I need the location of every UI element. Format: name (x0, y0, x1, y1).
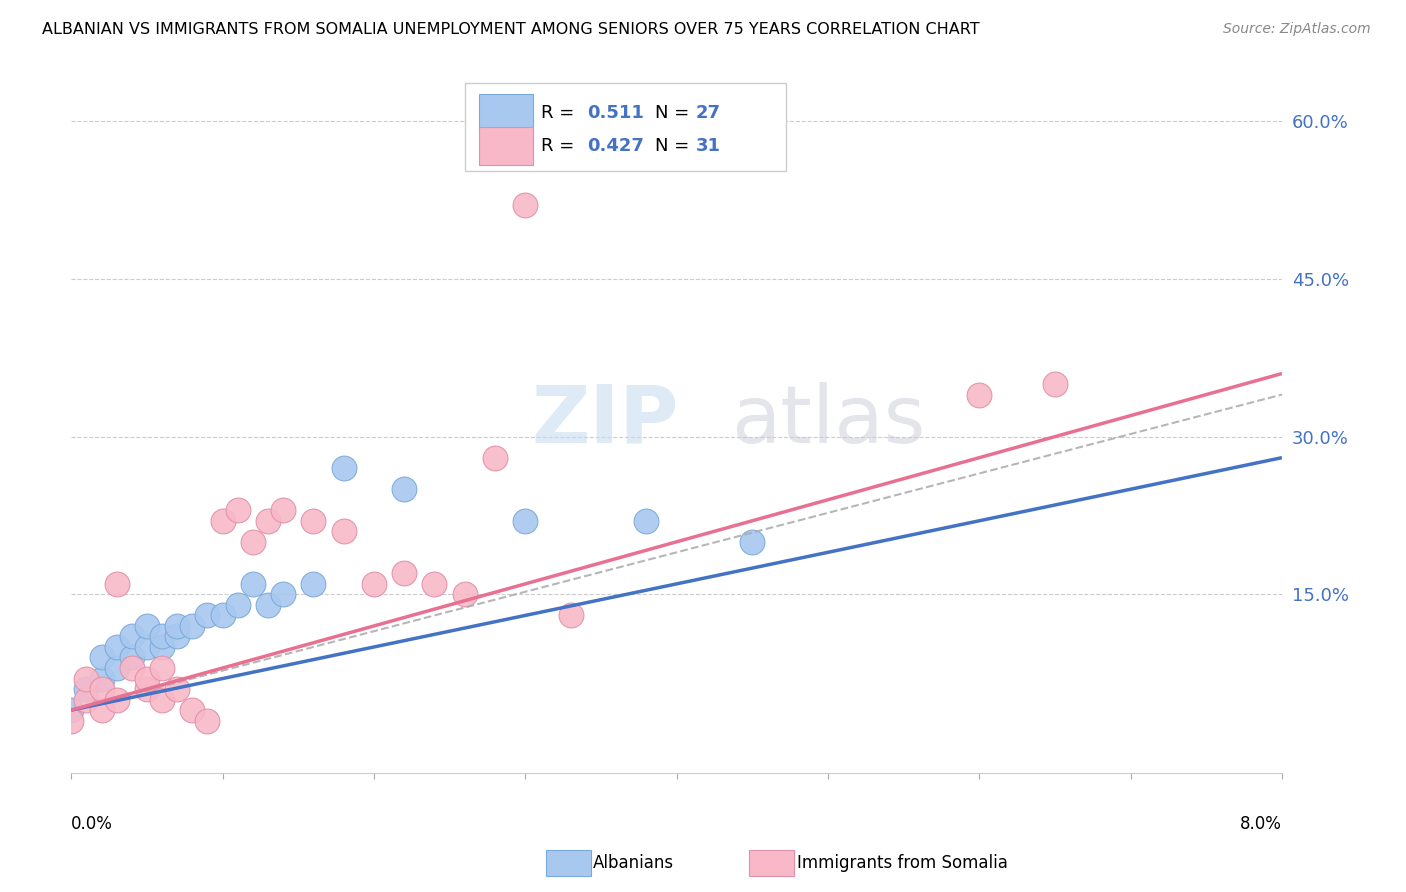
Point (60, 714, 83, 728)
Text: 0.427: 0.427 (588, 137, 644, 155)
Point (121, 630, 143, 644)
Point (90, 672, 112, 686)
FancyBboxPatch shape (479, 94, 533, 132)
Point (484, 450, 506, 465)
Point (257, 514, 280, 528)
Point (226, 503, 249, 517)
Point (105, 577, 128, 591)
Point (150, 692, 173, 706)
Point (242, 577, 264, 591)
Point (135, 672, 157, 686)
Point (226, 598, 249, 612)
Point (166, 681, 188, 696)
Point (302, 577, 325, 591)
Point (741, 534, 763, 549)
Text: ALBANIAN VS IMMIGRANTS FROM SOMALIA UNEMPLOYMENT AMONG SENIORS OVER 75 YEARS COR: ALBANIAN VS IMMIGRANTS FROM SOMALIA UNEM… (42, 22, 980, 37)
Text: 0.0%: 0.0% (72, 815, 112, 833)
Point (150, 630, 173, 644)
Text: 31: 31 (696, 137, 721, 155)
Point (454, 587, 477, 601)
Point (271, 503, 294, 517)
Point (271, 587, 294, 601)
Point (181, 703, 204, 717)
Point (121, 650, 143, 665)
Point (211, 608, 233, 623)
Point (969, 387, 991, 401)
Text: 27: 27 (696, 103, 721, 122)
Point (60, 703, 83, 717)
Point (332, 524, 354, 539)
Point (515, 198, 537, 212)
Point (105, 661, 128, 675)
Point (560, 608, 582, 623)
Text: atlas: atlas (731, 382, 925, 460)
Point (363, 577, 385, 591)
Text: N =: N = (655, 103, 695, 122)
Point (135, 640, 157, 654)
Text: 8.0%: 8.0% (1240, 815, 1282, 833)
Point (75, 692, 97, 706)
FancyBboxPatch shape (479, 127, 533, 165)
FancyBboxPatch shape (465, 83, 786, 170)
Point (90, 681, 112, 696)
Point (197, 608, 219, 623)
Point (515, 514, 537, 528)
Point (135, 619, 157, 633)
Point (1043, 377, 1066, 392)
Point (636, 514, 658, 528)
Text: Immigrants from Somalia: Immigrants from Somalia (797, 854, 1008, 871)
Text: R =: R = (541, 137, 581, 155)
Text: 0.511: 0.511 (588, 103, 644, 122)
Point (392, 482, 415, 496)
Point (302, 514, 325, 528)
Point (105, 692, 128, 706)
Text: ZIP: ZIP (531, 382, 679, 460)
Point (90, 703, 112, 717)
Point (257, 598, 280, 612)
Point (332, 461, 354, 475)
Point (75, 681, 97, 696)
Point (242, 534, 264, 549)
Point (181, 619, 204, 633)
Text: R =: R = (541, 103, 581, 122)
Point (166, 630, 188, 644)
Text: Source: ZipAtlas.com: Source: ZipAtlas.com (1223, 22, 1371, 37)
Point (392, 566, 415, 581)
Point (105, 640, 128, 654)
Point (135, 681, 157, 696)
Point (423, 577, 446, 591)
Point (121, 661, 143, 675)
Point (197, 714, 219, 728)
Text: N =: N = (655, 137, 695, 155)
Point (211, 514, 233, 528)
Point (166, 619, 188, 633)
Point (90, 650, 112, 665)
Point (75, 672, 97, 686)
Point (150, 661, 173, 675)
Point (150, 640, 173, 654)
Text: Albanians: Albanians (593, 854, 675, 871)
